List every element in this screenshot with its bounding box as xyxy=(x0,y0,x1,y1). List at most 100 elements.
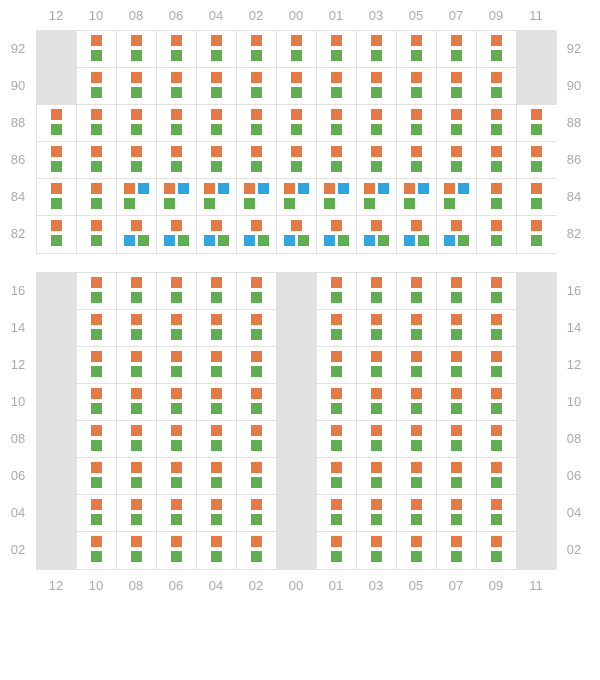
green-marker xyxy=(251,477,262,488)
well-cell xyxy=(77,68,117,105)
green-marker xyxy=(491,440,502,451)
well-cell xyxy=(477,179,517,216)
green-marker xyxy=(331,366,342,377)
well-cell xyxy=(477,421,517,458)
orange-marker xyxy=(411,462,422,473)
orange-marker xyxy=(91,277,102,288)
blank-cell xyxy=(517,31,557,68)
well-cell xyxy=(117,273,157,310)
orange-marker xyxy=(211,425,222,436)
well-cell xyxy=(197,532,237,569)
orange-marker xyxy=(324,183,335,194)
orange-marker xyxy=(491,351,502,362)
green-marker xyxy=(91,477,102,488)
col-label: 11 xyxy=(516,578,556,593)
orange-marker xyxy=(171,277,182,288)
well-cell xyxy=(157,310,197,347)
green-marker xyxy=(131,403,142,414)
row-label: 92 xyxy=(556,30,592,67)
well-cell xyxy=(477,384,517,421)
green-marker xyxy=(491,477,502,488)
well-cell xyxy=(77,495,117,532)
green-marker xyxy=(291,50,302,61)
orange-marker xyxy=(491,277,502,288)
orange-marker xyxy=(124,183,135,194)
col-label: 12 xyxy=(36,8,76,23)
green-marker xyxy=(211,366,222,377)
well-cell xyxy=(357,31,397,68)
green-marker xyxy=(211,50,222,61)
well-cell xyxy=(77,216,117,253)
row-label: 06 xyxy=(556,457,592,494)
green-marker xyxy=(171,403,182,414)
green-marker xyxy=(371,329,382,340)
row-label: 04 xyxy=(556,494,592,531)
orange-marker xyxy=(131,462,142,473)
orange-marker xyxy=(211,146,222,157)
green-marker xyxy=(411,161,422,172)
green-marker xyxy=(171,440,182,451)
well-cell xyxy=(77,458,117,495)
blue-marker xyxy=(124,235,135,246)
green-marker xyxy=(51,161,62,172)
orange-marker xyxy=(131,536,142,547)
green-marker xyxy=(91,87,102,98)
green-marker xyxy=(451,551,462,562)
green-marker xyxy=(331,161,342,172)
grid-row xyxy=(37,384,555,421)
orange-marker xyxy=(131,72,142,83)
orange-marker xyxy=(251,109,262,120)
col-label: 01 xyxy=(316,578,356,593)
green-marker xyxy=(171,50,182,61)
green-marker xyxy=(338,235,349,246)
green-marker xyxy=(218,235,229,246)
well-cell xyxy=(117,105,157,142)
well-cell xyxy=(197,310,237,347)
blue-marker xyxy=(244,235,255,246)
well-cell xyxy=(477,310,517,347)
green-marker xyxy=(251,329,262,340)
orange-marker xyxy=(251,314,262,325)
green-marker xyxy=(331,514,342,525)
row-label: 14 xyxy=(0,309,36,346)
well-cell xyxy=(437,179,477,216)
orange-marker xyxy=(411,146,422,157)
well-cell xyxy=(117,310,157,347)
orange-marker xyxy=(211,35,222,46)
green-marker xyxy=(171,477,182,488)
row-label: 12 xyxy=(556,346,592,383)
well-cell xyxy=(157,105,197,142)
row-label: 04 xyxy=(0,494,36,531)
blue-marker xyxy=(258,183,269,194)
orange-marker xyxy=(171,536,182,547)
well-cell xyxy=(157,384,197,421)
well-cell xyxy=(397,273,437,310)
orange-marker xyxy=(371,72,382,83)
col-label: 04 xyxy=(196,578,236,593)
grid-row xyxy=(37,216,555,253)
orange-marker xyxy=(251,146,262,157)
well-cell xyxy=(317,421,357,458)
well-cell xyxy=(437,216,477,253)
blank-cell xyxy=(37,495,77,532)
row-label: 82 xyxy=(0,215,36,252)
well-cell xyxy=(117,384,157,421)
green-marker xyxy=(371,514,382,525)
orange-marker xyxy=(491,388,502,399)
orange-marker xyxy=(411,499,422,510)
orange-marker xyxy=(171,425,182,436)
well-cell xyxy=(437,105,477,142)
green-marker xyxy=(131,50,142,61)
well-cell xyxy=(517,142,557,179)
blue-marker xyxy=(338,183,349,194)
well-cell xyxy=(237,216,277,253)
row-label: 08 xyxy=(556,420,592,457)
orange-marker xyxy=(291,146,302,157)
well-cell xyxy=(77,273,117,310)
orange-marker xyxy=(211,536,222,547)
orange-marker xyxy=(251,388,262,399)
orange-marker xyxy=(404,183,415,194)
orange-marker xyxy=(91,462,102,473)
green-marker xyxy=(331,440,342,451)
green-marker xyxy=(171,292,182,303)
